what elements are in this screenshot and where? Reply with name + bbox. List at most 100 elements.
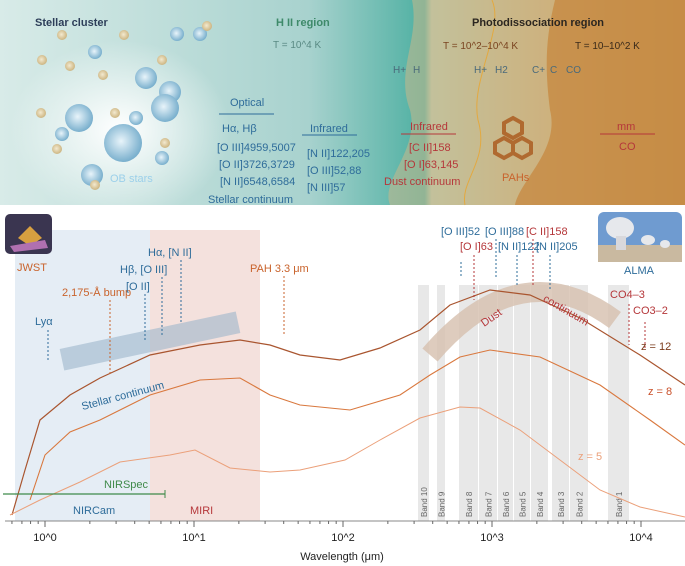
alma-band <box>459 285 478 521</box>
alma-band <box>608 285 629 521</box>
svg-text:CO3–2: CO3–2 <box>633 305 668 317</box>
label-z12: z = 12 <box>641 341 671 353</box>
svg-text:Stellar continuum: Stellar continuum <box>208 194 293 206</box>
nircam-band <box>15 230 150 521</box>
pdr-temperature-warm: T = 10^2–10^4 K <box>443 41 518 52</box>
svg-text:[O II]3726,3729: [O II]3726,3729 <box>219 159 295 171</box>
alma-band <box>531 285 548 521</box>
species-labels: H+ H H+ H2 C+ C CO <box>393 65 581 76</box>
tick-label: 10^2 <box>331 532 355 544</box>
label-z5: z = 5 <box>578 451 602 463</box>
alma-image <box>598 212 682 262</box>
svg-text:CO4–3: CO4–3 <box>610 289 645 301</box>
svg-text:[O I]63: [O I]63 <box>460 241 493 253</box>
hii-infrared-lines: Infrared [N II]122,205 [O III]52,88 [N I… <box>302 123 370 194</box>
alma-band-columns: Band 10 Band 9 Band 8 Band 7 Band 6 Band 5 Ban… <box>418 285 629 521</box>
svg-text:[O III]52: [O III]52 <box>441 226 480 238</box>
x-axis-label: Wavelength (μm) <box>300 551 384 563</box>
mm-lines: mm CO <box>600 121 655 153</box>
alma-band-label: Band 5 <box>519 491 528 517</box>
svg-text:C+: C+ <box>532 65 545 76</box>
svg-text:Optical: Optical <box>230 97 264 109</box>
alma-band-label: Band 4 <box>536 491 545 517</box>
pahs-label: PAHs <box>502 172 530 184</box>
ob-stars-label: OB stars <box>110 173 153 185</box>
alma-band <box>552 285 569 521</box>
alma-band <box>479 285 497 521</box>
alma-band-label: Band 10 <box>420 487 429 517</box>
tick-label: 10^4 <box>629 532 653 544</box>
x-axis-ticks <box>11 521 642 527</box>
svg-text:CO: CO <box>566 65 581 76</box>
alma-band-label: Band 6 <box>502 491 511 517</box>
svg-text:[O I]63,145: [O I]63,145 <box>404 159 458 171</box>
svg-text:Hα, Hβ: Hα, Hβ <box>222 123 257 135</box>
spectrum-chart: Band 10 Band 9 Band 8 Band 7 Band 6 Band 5 Ban… <box>3 226 685 563</box>
alma-band-label: Band 1 <box>615 491 624 517</box>
ism-schematic: Stellar cluster OB stars H II region T =… <box>0 0 685 220</box>
alma-band <box>570 285 588 521</box>
svg-text:[O III]4959,5007: [O III]4959,5007 <box>217 142 296 154</box>
curve-z8 <box>29 349 685 501</box>
label-z8: z = 8 <box>648 386 672 398</box>
svg-text:CO: CO <box>619 141 636 153</box>
pdr-title: Photodissociation region <box>472 17 604 29</box>
svg-text:[C II]158: [C II]158 <box>526 226 568 238</box>
alma-band <box>437 285 445 521</box>
alma-band-label: Band 2 <box>576 491 585 517</box>
svg-text:PAH 3.3 μm: PAH 3.3 μm <box>250 263 309 275</box>
svg-text:H+: H+ <box>393 65 406 76</box>
jwst-image <box>5 214 52 254</box>
pdr-temperature-cold: T = 10–10^2 K <box>575 41 640 52</box>
alma-band-label: Band 8 <box>465 491 474 517</box>
hii-region-title: H II region <box>276 17 330 29</box>
alma-band <box>418 285 429 521</box>
svg-text:[N II]6548,6584: [N II]6548,6584 <box>220 176 295 188</box>
svg-text:[N II]205: [N II]205 <box>536 241 578 253</box>
svg-text:Hβ, [O III]: Hβ, [O III] <box>120 264 167 276</box>
svg-text:Infrared: Infrared <box>310 123 348 135</box>
hii-temperature: T = 10^4 K <box>273 40 321 51</box>
svg-text:mm: mm <box>617 121 635 133</box>
svg-text:[O III]52,88: [O III]52,88 <box>307 165 361 177</box>
alma-band <box>514 285 530 521</box>
tick-label: 10^3 <box>480 532 504 544</box>
svg-text:H2: H2 <box>495 65 508 76</box>
nirspec-label: NIRSpec <box>104 479 149 491</box>
tick-label: 10^0 <box>33 532 57 544</box>
nircam-label: NIRCam <box>73 505 115 517</box>
x-tick-labels: 10^0 10^1 10^2 10^3 10^4 <box>33 532 653 544</box>
jwst-label: JWST <box>17 262 47 274</box>
svg-text:Dust continuum: Dust continuum <box>384 176 460 188</box>
svg-text:[C II]158: [C II]158 <box>409 142 451 154</box>
pah-molecule-icon <box>493 115 533 161</box>
curve-z5 <box>9 406 685 518</box>
svg-text:Lyα: Lyα <box>35 316 53 328</box>
instrument-labels: NIRSpec NIRCam MIRI <box>3 479 213 517</box>
svg-text:C: C <box>550 65 557 76</box>
svg-text:2,175-Å bump: 2,175-Å bump <box>62 286 131 299</box>
alma-band-label: Band 7 <box>485 491 494 517</box>
tick-label: 10^1 <box>182 532 206 544</box>
miri-band <box>150 230 260 521</box>
optical-lines: Optical Hα, Hβ [O III]4959,5007 [O II]37… <box>208 97 296 206</box>
miri-label: MIRI <box>190 505 213 517</box>
curve-z12 <box>11 289 685 516</box>
alma-band-label: Band 3 <box>557 491 566 517</box>
stellar-cluster-label: Stellar cluster <box>35 17 108 29</box>
svg-text:[N II]122: [N II]122 <box>498 241 540 253</box>
pdr-infrared-lines: Infrared [C II]158 [O I]63,145 Dust cont… <box>384 121 460 188</box>
svg-text:[O III]88: [O III]88 <box>485 226 524 238</box>
alma-band-label: Band 9 <box>438 491 447 517</box>
svg-text:Infrared: Infrared <box>410 121 448 133</box>
stellar-continuum-band <box>59 311 241 371</box>
svg-text:H: H <box>413 65 420 76</box>
alma-band <box>498 285 513 521</box>
svg-text:[N III]57: [N III]57 <box>307 182 346 194</box>
alma-label: ALMA <box>624 265 655 277</box>
svg-text:Hα, [N II]: Hα, [N II] <box>148 247 192 259</box>
svg-text:[O II]: [O II] <box>126 281 150 293</box>
stars <box>36 21 212 190</box>
svg-text:[N II]122,205: [N II]122,205 <box>307 148 370 160</box>
